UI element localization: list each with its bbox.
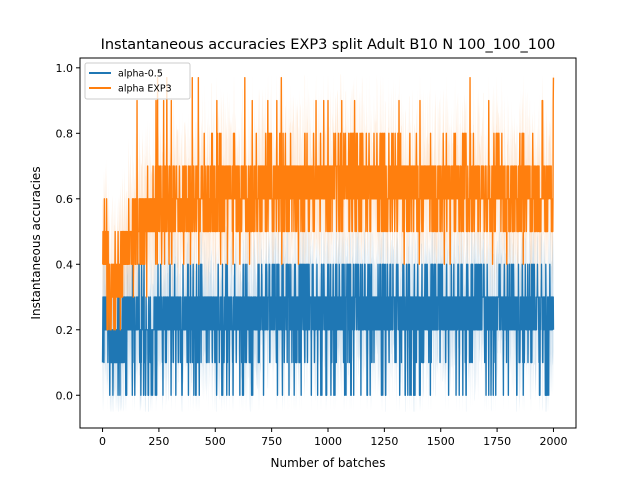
x-tick-label: 750: [261, 435, 282, 448]
x-tick-label: 1250: [370, 435, 398, 448]
x-axis: 0 250 500 750 1000 1250 1500 1750 2000: [99, 428, 567, 448]
y-axis: 0.0 0.2 0.4 0.6 0.8 1.0: [56, 62, 80, 402]
y-tick-label: 0.6: [56, 193, 74, 206]
chart-title: Instantaneous accuracies EXP3 split Adul…: [101, 37, 556, 53]
y-tick-label: 0.2: [56, 324, 74, 337]
x-tick-label: 2000: [539, 435, 567, 448]
y-tick-label: 0.0: [56, 389, 74, 402]
plot-area: [79, 57, 577, 429]
x-tick-label: 0: [99, 435, 106, 448]
legend-label-alpha-0.5: alpha-0.5: [118, 69, 163, 80]
x-tick-label: 250: [148, 435, 169, 448]
legend-label-alpha-exp3: alpha EXP3: [118, 84, 172, 95]
x-tick-label: 500: [205, 435, 226, 448]
series-line-alpha-0.5: [101, 263, 555, 396]
x-axis-label: Number of batches: [271, 456, 386, 470]
y-axis-label: Instantaneous accuracies: [29, 166, 43, 319]
y-tick-label: 1.0: [56, 62, 74, 75]
series-line-alpha-exp3: [102, 76, 555, 331]
x-tick-label: 1500: [427, 435, 455, 448]
x-tick-label: 1750: [483, 435, 511, 448]
legend-box: [84, 62, 191, 100]
legend: alpha-0.5 alpha EXP3: [84, 62, 191, 100]
x-tick-label: 1000: [314, 435, 342, 448]
series-lines: [101, 76, 555, 396]
y-tick-label: 0.8: [56, 127, 74, 140]
confidence-band-alpha-exp3: [102, 74, 554, 330]
y-tick-label: 0.4: [56, 258, 74, 271]
